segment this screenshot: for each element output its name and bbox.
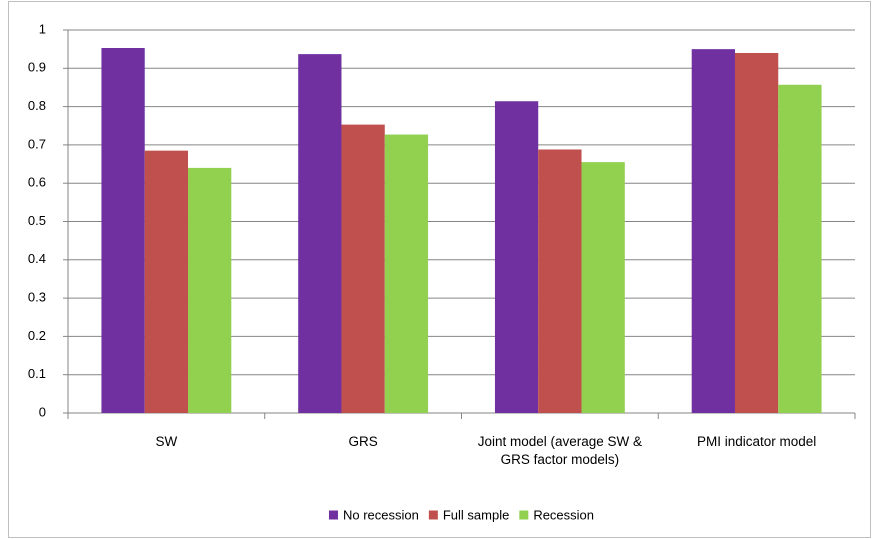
bar bbox=[341, 124, 385, 413]
bar bbox=[101, 48, 145, 413]
legend-label: Recession bbox=[533, 507, 594, 522]
legend-swatch bbox=[328, 510, 338, 520]
x-tick-label: PMI indicator model bbox=[696, 434, 817, 449]
legend-label: Full sample bbox=[443, 507, 509, 522]
y-tick-label: 0 bbox=[39, 404, 46, 419]
bar bbox=[298, 54, 342, 414]
legend-swatch bbox=[519, 510, 529, 520]
legend-label: No recession bbox=[343, 507, 419, 522]
y-tick-label: 0.2 bbox=[28, 328, 46, 343]
bar bbox=[581, 162, 625, 413]
x-tick-label: GRS bbox=[348, 434, 378, 449]
bar bbox=[384, 134, 429, 413]
bar bbox=[691, 49, 735, 414]
y-tick-label: 1 bbox=[39, 21, 46, 36]
bar bbox=[538, 149, 582, 413]
y-tick-label: 0.1 bbox=[28, 366, 46, 381]
bar bbox=[144, 150, 189, 413]
x-tick-label: SW bbox=[155, 434, 178, 449]
y-tick-label: 0.9 bbox=[28, 60, 46, 75]
y-tick-label: 0.6 bbox=[28, 175, 46, 190]
chart-frame bbox=[8, 1, 871, 538]
bar bbox=[778, 84, 822, 414]
y-tick-label: 0.3 bbox=[28, 290, 46, 305]
y-tick-label: 0.4 bbox=[28, 251, 46, 266]
bar bbox=[734, 52, 779, 413]
y-tick-label: 0.7 bbox=[28, 136, 46, 151]
y-tick-label: 0.5 bbox=[28, 213, 46, 228]
x-tick-label: Joint model (average SW & GRS factor mod… bbox=[477, 434, 643, 467]
bar bbox=[188, 167, 232, 413]
bar bbox=[494, 101, 539, 413]
y-tick-label: 0.8 bbox=[28, 98, 46, 113]
legend-swatch bbox=[428, 510, 438, 520]
